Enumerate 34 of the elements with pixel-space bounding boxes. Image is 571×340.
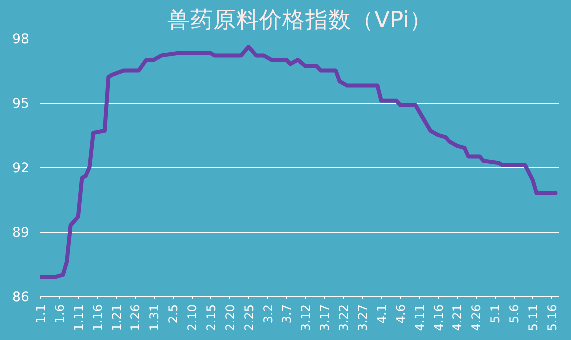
x-tick-label: 1.1 xyxy=(34,304,48,324)
x-tick-label: 2.25 xyxy=(242,304,256,332)
y-tick-label: 98 xyxy=(12,32,30,48)
x-tick-label: 2.20 xyxy=(223,304,238,332)
chart-title: 兽药原料价格指数（VPi） xyxy=(168,8,432,34)
x-tick-label: 5.16 xyxy=(545,304,560,332)
x-tick-label: 4.26 xyxy=(470,304,484,332)
x-tick-label: 1.6 xyxy=(52,304,67,324)
y-tick-label: 89 xyxy=(12,226,30,241)
x-tick-label: 5.6 xyxy=(508,304,522,324)
x-tick-label: 5.1 xyxy=(488,304,503,324)
x-tick-label: 1.16 xyxy=(90,304,105,332)
x-tick-label: 1.31 xyxy=(148,304,162,332)
x-tick-label: 3.7 xyxy=(280,304,294,324)
x-tick-label: 3.22 xyxy=(337,304,352,332)
x-tick-label: 4.16 xyxy=(432,304,446,332)
x-tick-label: 2.15 xyxy=(204,304,218,332)
x-tick-label: 5.11 xyxy=(526,304,540,332)
y-tick-label: 95 xyxy=(12,97,30,112)
x-tick-label: 2.5 xyxy=(166,304,181,324)
y-tick-label: 92 xyxy=(12,162,30,176)
x-tick-label: 4.6 xyxy=(394,304,408,324)
x-tick-label: 3.12 xyxy=(299,304,314,332)
x-tick-label: 4.21 xyxy=(450,304,465,332)
x-tick-label: 2.10 xyxy=(186,304,200,332)
x-tick-label: 3.27 xyxy=(356,304,370,332)
x-tick-label: 1.21 xyxy=(110,304,124,332)
x-tick-label: 1.26 xyxy=(128,304,143,332)
y-tick-label: 86 xyxy=(12,290,30,306)
x-tick-label: 4.1 xyxy=(374,304,389,324)
x-tick-label: 4.11 xyxy=(412,304,427,332)
x-tick-label: 1.11 xyxy=(72,304,86,332)
x-tick-label: 3.2 xyxy=(261,304,276,324)
x-tick-label: 3.17 xyxy=(318,304,332,332)
